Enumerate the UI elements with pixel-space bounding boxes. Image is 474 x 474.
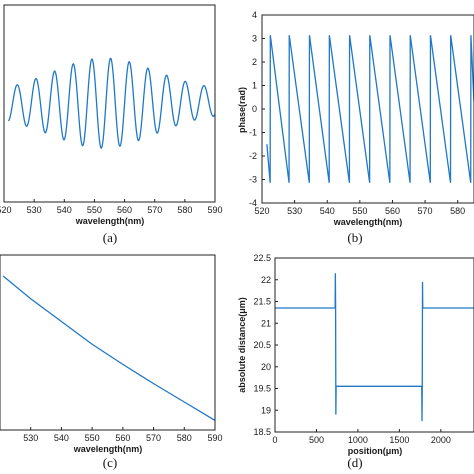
signal-line — [7, 57, 215, 149]
plot-frame — [0, 254, 216, 431]
x-tick-label: 540 — [320, 206, 335, 216]
y-axis-label: absolute distance(μm) — [237, 297, 247, 393]
x-tick-label: 550 — [85, 433, 100, 443]
x-tick-label: 570 — [418, 206, 433, 216]
y-tick-label: -2 — [249, 151, 257, 161]
x-tick-label: 560 — [385, 206, 400, 216]
x-tick-label: 530 — [23, 433, 38, 443]
x-tick-label: 580 — [450, 206, 465, 216]
x-axis-label: position(μm) — [348, 446, 403, 456]
x-tick-label: 560 — [115, 433, 130, 443]
x-tick-label: 570 — [146, 433, 161, 443]
x-tick-label: 590 — [207, 205, 222, 215]
x-tick-label: 1000 — [348, 435, 368, 445]
x-tick-label: 530 — [287, 206, 302, 216]
panel-b: 520 530 540 550 560 570 580 -4 -3 -2 -1 0 1 2 3 4 phase(… — [237, 10, 474, 245]
y-tick-label: 18.5 — [253, 427, 271, 437]
x-tick-label: 550 — [87, 205, 102, 215]
panel-caption: (c) — [103, 455, 117, 470]
x-tick-label: 550 — [352, 206, 367, 216]
y-tick-label: 20.5 — [253, 340, 271, 350]
x-tick-label: 540 — [54, 433, 69, 443]
panel-c: 530 540 550 560 570 580 590 wavelength(nm)(c) — [0, 254, 223, 470]
panel-caption: (a) — [103, 230, 117, 245]
y-tick-label: 19 — [261, 405, 271, 415]
y-tick-label: 2 — [252, 57, 257, 67]
x-tick-label: 580 — [177, 205, 192, 215]
plot-frame — [274, 257, 474, 433]
y-tick-label: 0 — [252, 104, 257, 114]
panel-caption: (d) — [347, 455, 362, 470]
y-tick-label: -4 — [249, 198, 257, 208]
panel-caption: (b) — [347, 230, 362, 245]
y-tick-label: 20 — [261, 362, 271, 372]
y-tick-label: 21.5 — [253, 297, 271, 307]
x-tick-label: 590 — [207, 433, 222, 443]
x-tick-label: 1500 — [389, 435, 409, 445]
x-axis-label: wavelength(nm) — [75, 216, 145, 226]
distance-line — [275, 273, 474, 422]
y-tick-label: -1 — [249, 128, 257, 138]
y-tick-label: 3 — [252, 34, 257, 44]
curve-line — [2, 275, 215, 421]
y-axis-label: phase(rad) — [237, 87, 247, 133]
x-tick-label: 0 — [272, 435, 277, 445]
y-tick-label: 21 — [261, 318, 271, 328]
x-axis-label: wavelength(nm) — [73, 444, 143, 454]
x-tick-label: 570 — [147, 205, 162, 215]
plot-frame — [3, 4, 216, 203]
x-tick-label: 540 — [57, 205, 72, 215]
x-tick-label: 580 — [177, 433, 192, 443]
y-tick-label: 1 — [252, 81, 257, 91]
x-tick-label: 2000 — [431, 435, 451, 445]
x-tick-label: 560 — [117, 205, 132, 215]
y-tick-label: 19.5 — [253, 384, 271, 394]
y-tick-label: 4 — [252, 10, 257, 20]
x-tick-label: 530 — [27, 205, 42, 215]
x-axis-label: wavelength(nm) — [333, 217, 403, 227]
y-tick-label: 22.5 — [253, 253, 271, 263]
x-tick-label: 500 — [309, 435, 324, 445]
panel-d: 0 500 1000 1500 2000 18.5 19 19.5 20 20.5 21 21.5 22… — [237, 253, 474, 470]
panel-a: 520 530 540 550 560 570 580 590 wavelength(nm) (a… — [0, 4, 223, 245]
x-tick-label: 520 — [254, 206, 269, 216]
phase-line — [266, 35, 474, 183]
y-tick-label: 22 — [261, 275, 271, 285]
x-tick-label: 520 — [0, 205, 12, 215]
y-tick-label: -3 — [249, 175, 257, 185]
